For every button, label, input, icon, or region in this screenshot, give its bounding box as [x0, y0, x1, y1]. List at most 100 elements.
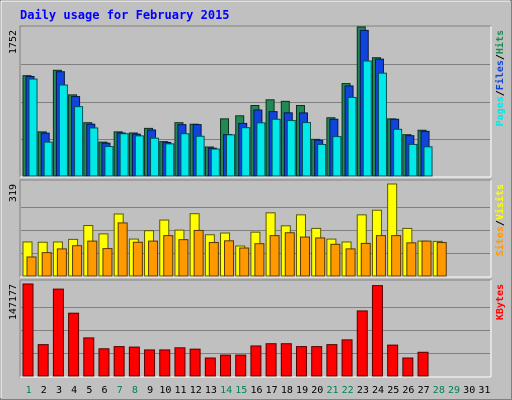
day-label: 7 — [117, 385, 123, 396]
bar-sites — [421, 240, 432, 277]
bar-sites — [391, 235, 402, 277]
bar-kbytes — [189, 348, 201, 377]
bar-pages — [180, 133, 190, 177]
bar-sites — [436, 242, 447, 277]
bar-pages — [28, 78, 38, 177]
bar-kbytes — [174, 347, 186, 377]
day-label: 30 — [463, 385, 475, 396]
bar-sites — [406, 242, 417, 277]
day-label: 25 — [387, 385, 399, 396]
bar-sites — [299, 236, 310, 277]
legend-entry-hits: Hits — [494, 30, 506, 54]
axis-max-label: 147177 — [8, 284, 19, 320]
bar-kbytes — [113, 346, 125, 377]
bar-sites — [117, 222, 128, 277]
bar-sites — [284, 232, 295, 277]
panel-bars — [22, 183, 447, 277]
bar-pages — [150, 137, 160, 177]
bar-kbytes — [144, 349, 156, 377]
day-label: 5 — [86, 385, 92, 396]
day-label: 24 — [372, 385, 384, 396]
panel-middle: 319 Sites/Visits — [8, 179, 506, 278]
day-label: 9 — [147, 385, 153, 396]
bar-pages — [241, 127, 251, 177]
bar-pages — [317, 143, 327, 177]
bar-kbytes — [83, 337, 95, 377]
bar-sites — [41, 252, 52, 277]
day-label: 22 — [342, 385, 354, 396]
bar-sites — [72, 245, 83, 277]
panel-bottom: 147177 KBytes — [8, 279, 506, 378]
bar-kbytes — [68, 312, 80, 377]
legend-separator: / — [495, 54, 506, 60]
day-label: 4 — [71, 385, 77, 396]
bar-sites — [360, 242, 371, 277]
bar-kbytes — [326, 344, 338, 377]
bar-pages — [332, 136, 342, 177]
bar-sites — [375, 235, 386, 277]
bar-kbytes — [128, 346, 140, 377]
day-label: 13 — [205, 385, 217, 396]
legend-separator: / — [495, 90, 506, 96]
legend-entry-pages: Pages — [495, 96, 506, 126]
bar-kbytes — [98, 348, 110, 377]
day-label: 15 — [235, 385, 247, 396]
bar-sites — [132, 241, 143, 277]
bar-pages — [119, 133, 129, 177]
bar-sites — [254, 243, 265, 277]
bar-kbytes — [341, 339, 353, 377]
panel-legend-label: KBytes — [495, 284, 506, 320]
legend-entry-visits: Visits — [494, 184, 506, 220]
axis-max-label: 1752 — [8, 30, 19, 54]
bar-kbytes — [220, 354, 232, 377]
bar-kbytes — [159, 349, 171, 377]
bar-pages — [43, 141, 53, 177]
bar-sites — [56, 248, 67, 277]
panel-bars — [22, 283, 429, 377]
bar-kbytes — [356, 310, 368, 377]
bar-kbytes — [295, 346, 307, 377]
day-label: 18 — [281, 385, 293, 396]
bar-pages — [256, 122, 266, 177]
day-label: 3 — [56, 385, 62, 396]
bar-pages — [286, 120, 296, 177]
bar-pages — [226, 134, 236, 177]
bar-kbytes — [37, 344, 49, 377]
bar-sites — [148, 240, 159, 277]
panel-legend-label: Pages/Files/Hits — [494, 30, 506, 126]
bar-sites — [102, 248, 113, 277]
day-label: 8 — [132, 385, 138, 396]
bar-kbytes — [402, 357, 414, 377]
bar-pages — [195, 135, 205, 177]
day-label: 21 — [326, 385, 338, 396]
bar-kbytes — [52, 288, 64, 377]
day-label: 14 — [220, 385, 232, 396]
day-label: 31 — [478, 385, 490, 396]
legend-separator: / — [495, 220, 506, 226]
legend-entry-sites: Sites — [494, 226, 506, 256]
bar-pages — [423, 146, 433, 177]
day-label: 26 — [402, 385, 414, 396]
legend-entry-files: Files — [494, 60, 506, 90]
bar-pages — [301, 122, 311, 177]
bar-pages — [74, 106, 84, 177]
day-label: 2 — [41, 385, 47, 396]
bar-pages — [377, 72, 387, 177]
bar-pages — [58, 84, 68, 177]
day-label: 16 — [250, 385, 262, 396]
axis-max-label: 319 — [8, 184, 19, 202]
day-label: 12 — [190, 385, 202, 396]
day-label: 1 — [26, 385, 32, 396]
bar-kbytes — [250, 345, 262, 377]
bar-kbytes — [311, 346, 323, 377]
bar-sites — [178, 239, 189, 277]
day-label: 29 — [448, 385, 460, 396]
day-label: 27 — [418, 385, 430, 396]
bar-sites — [26, 256, 37, 277]
bar-pages — [210, 148, 220, 177]
day-label: 17 — [266, 385, 278, 396]
bar-pages — [347, 96, 357, 177]
